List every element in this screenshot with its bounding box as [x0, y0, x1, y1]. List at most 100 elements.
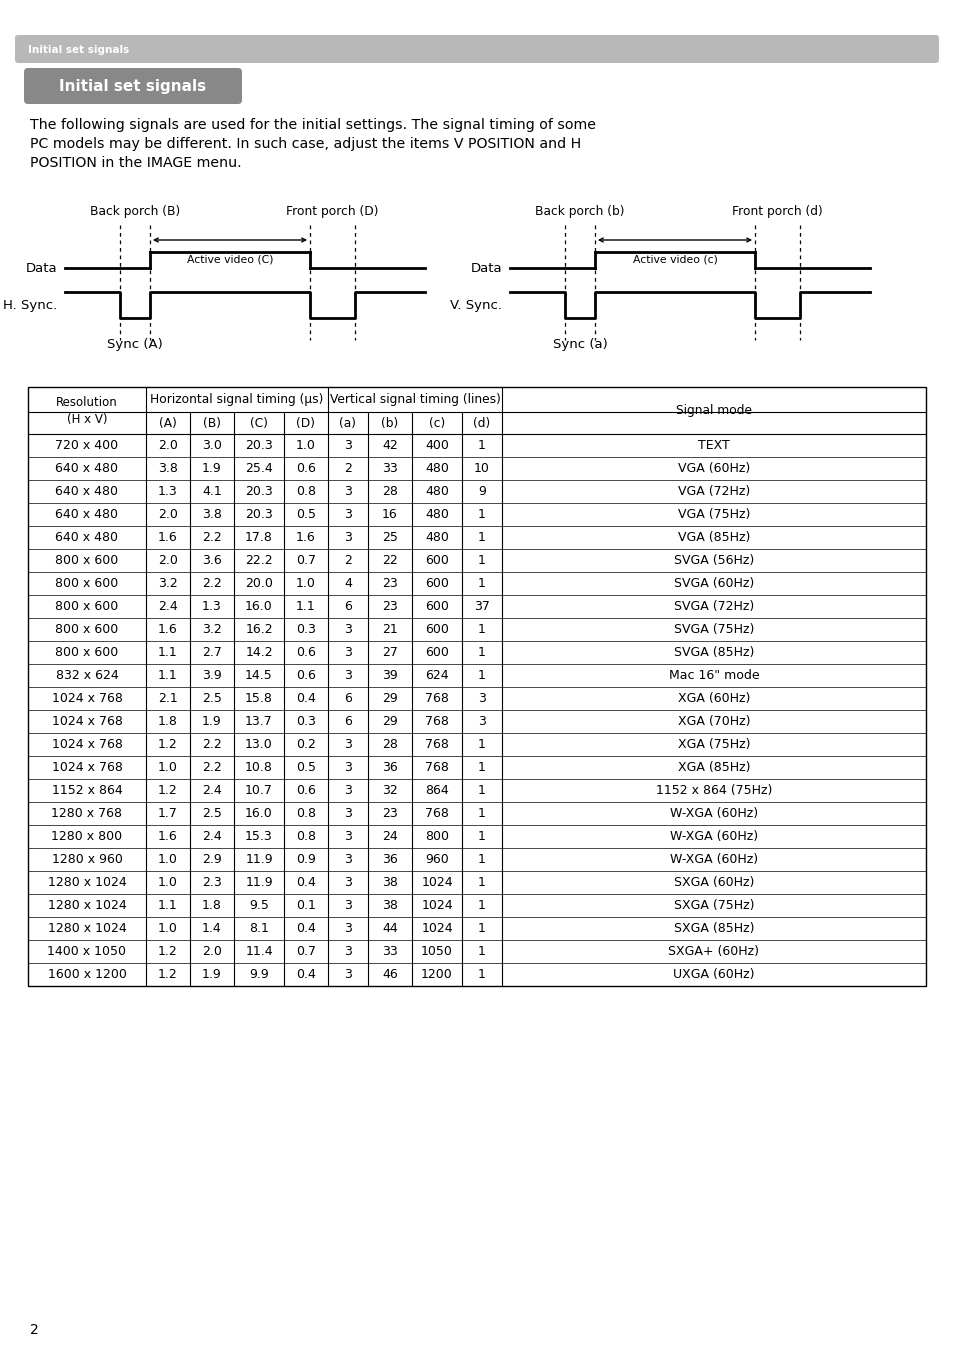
Text: Resolution
(H x V): Resolution (H x V)	[56, 395, 118, 425]
Text: 6: 6	[344, 692, 352, 705]
Text: 400: 400	[425, 439, 449, 452]
Text: 1.4: 1.4	[202, 922, 222, 936]
Text: POSITION in the IMAGE menu.: POSITION in the IMAGE menu.	[30, 156, 241, 171]
Text: 600: 600	[425, 623, 449, 636]
Text: 480: 480	[425, 485, 449, 498]
Text: 3.2: 3.2	[158, 577, 177, 590]
Text: 1024 x 768: 1024 x 768	[51, 692, 122, 705]
Text: 0.7: 0.7	[295, 945, 315, 959]
Text: 2.5: 2.5	[202, 807, 222, 821]
Text: 3.9: 3.9	[202, 669, 222, 682]
Text: SVGA (72Hz): SVGA (72Hz)	[673, 600, 753, 613]
Text: 16.0: 16.0	[245, 807, 273, 821]
Text: (c): (c)	[429, 417, 445, 429]
Text: Vertical signal timing (lines): Vertical signal timing (lines)	[329, 393, 500, 406]
Text: 3: 3	[344, 968, 352, 982]
Text: 37: 37	[474, 600, 490, 613]
Text: XGA (60Hz): XGA (60Hz)	[677, 692, 749, 705]
Text: 23: 23	[382, 600, 397, 613]
Text: 23: 23	[382, 577, 397, 590]
Text: 17.8: 17.8	[245, 531, 273, 544]
Text: (C): (C)	[250, 417, 268, 429]
Text: 3: 3	[344, 439, 352, 452]
Text: 25.4: 25.4	[245, 462, 273, 475]
Text: 1.6: 1.6	[158, 623, 177, 636]
Text: 1024 x 768: 1024 x 768	[51, 761, 122, 774]
Text: 720 x 400: 720 x 400	[55, 439, 118, 452]
Text: 3: 3	[344, 853, 352, 867]
Text: 2.2: 2.2	[202, 577, 222, 590]
Text: 2.0: 2.0	[158, 439, 178, 452]
Text: SXGA+ (60Hz): SXGA+ (60Hz)	[668, 945, 759, 959]
Text: VGA (85Hz): VGA (85Hz)	[677, 531, 749, 544]
Text: 864: 864	[425, 784, 449, 798]
Text: 2.2: 2.2	[202, 761, 222, 774]
Text: VGA (75Hz): VGA (75Hz)	[677, 508, 749, 521]
Text: XGA (70Hz): XGA (70Hz)	[677, 715, 749, 728]
Text: (d): (d)	[473, 417, 490, 429]
Text: 6: 6	[344, 600, 352, 613]
Text: 22.2: 22.2	[245, 554, 273, 567]
Text: 768: 768	[425, 715, 449, 728]
Text: 768: 768	[425, 692, 449, 705]
Text: 1: 1	[477, 623, 485, 636]
Text: 10.7: 10.7	[245, 784, 273, 798]
Text: 2.0: 2.0	[202, 945, 222, 959]
Text: 3: 3	[344, 738, 352, 751]
Text: 23: 23	[382, 807, 397, 821]
Text: 10.8: 10.8	[245, 761, 273, 774]
Text: 2.4: 2.4	[202, 830, 222, 844]
Text: 1.1: 1.1	[158, 646, 177, 659]
Text: 0.6: 0.6	[295, 646, 315, 659]
Text: 1.2: 1.2	[158, 784, 177, 798]
Text: 1: 1	[477, 922, 485, 936]
Text: 0.7: 0.7	[295, 554, 315, 567]
Text: 2: 2	[30, 1323, 39, 1336]
Text: 2.5: 2.5	[202, 692, 222, 705]
Text: 20.3: 20.3	[245, 485, 273, 498]
Text: SVGA (56Hz): SVGA (56Hz)	[673, 554, 753, 567]
Text: 3: 3	[344, 830, 352, 844]
Text: 800 x 600: 800 x 600	[55, 554, 118, 567]
Text: Sync (a): Sync (a)	[552, 338, 607, 351]
Text: 1: 1	[477, 761, 485, 774]
Text: 1: 1	[477, 508, 485, 521]
Text: 3: 3	[344, 784, 352, 798]
Text: 480: 480	[425, 531, 449, 544]
Text: 14.2: 14.2	[245, 646, 273, 659]
Text: 768: 768	[425, 738, 449, 751]
Text: SXGA (60Hz): SXGA (60Hz)	[673, 876, 754, 890]
Text: 1.1: 1.1	[158, 669, 177, 682]
Text: 1024 x 768: 1024 x 768	[51, 738, 122, 751]
Text: 0.6: 0.6	[295, 784, 315, 798]
Text: 1600 x 1200: 1600 x 1200	[48, 968, 127, 982]
Text: 1.6: 1.6	[158, 531, 177, 544]
Text: 1: 1	[477, 439, 485, 452]
Text: 3: 3	[344, 669, 352, 682]
Text: 44: 44	[382, 922, 397, 936]
Text: 11.9: 11.9	[245, 876, 273, 890]
Text: 3.0: 3.0	[202, 439, 222, 452]
Text: 1: 1	[477, 646, 485, 659]
Text: 21: 21	[382, 623, 397, 636]
Text: Front porch (D): Front porch (D)	[286, 204, 378, 218]
Text: 1.6: 1.6	[158, 830, 177, 844]
Text: Signal mode: Signal mode	[676, 403, 751, 417]
Text: 640 x 480: 640 x 480	[55, 531, 118, 544]
Text: TEXT: TEXT	[698, 439, 729, 452]
Text: 9: 9	[477, 485, 485, 498]
Text: Mac 16" mode: Mac 16" mode	[668, 669, 759, 682]
Text: 3: 3	[344, 761, 352, 774]
Text: 624: 624	[425, 669, 448, 682]
Text: 1280 x 1024: 1280 x 1024	[48, 876, 126, 890]
Text: SXGA (85Hz): SXGA (85Hz)	[673, 922, 754, 936]
Text: 9.5: 9.5	[249, 899, 269, 913]
Text: 480: 480	[425, 462, 449, 475]
Text: V. Sync.: V. Sync.	[450, 298, 501, 311]
Text: (D): (D)	[296, 417, 315, 429]
Text: 1280 x 1024: 1280 x 1024	[48, 922, 126, 936]
Text: H. Sync.: H. Sync.	[3, 298, 57, 311]
Text: 3.6: 3.6	[202, 554, 222, 567]
Text: 10: 10	[474, 462, 490, 475]
Text: 3.2: 3.2	[202, 623, 222, 636]
